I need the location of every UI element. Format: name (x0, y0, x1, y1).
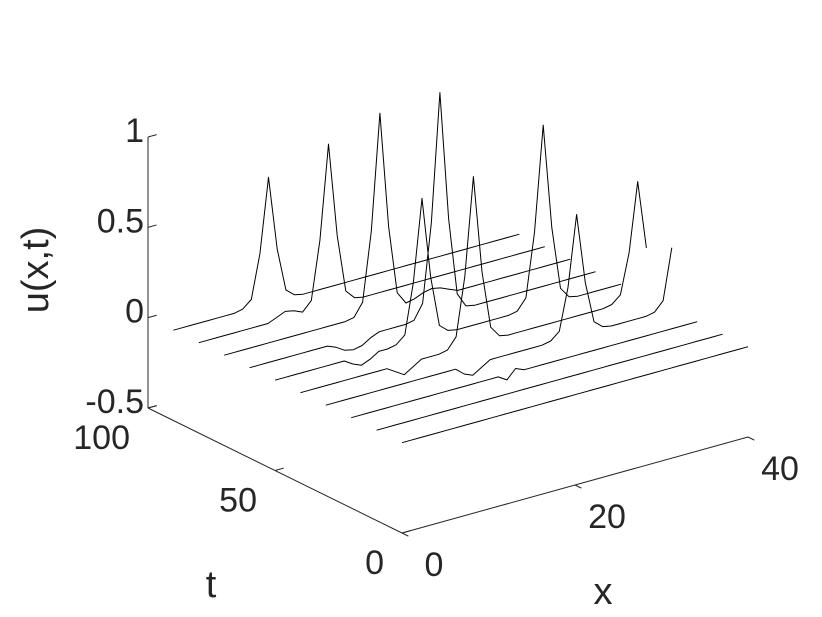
curve (224, 112, 571, 356)
z-tick (147, 134, 157, 138)
z-tick-label: 1 (125, 112, 144, 150)
z-tick-label: 0.5 (97, 202, 144, 240)
z-tick (147, 405, 157, 409)
t-axis-label: t (206, 564, 217, 606)
t-tick (401, 530, 411, 534)
curve (249, 92, 596, 369)
t-tick (274, 467, 284, 471)
t-tick-label: 50 (219, 481, 257, 519)
curve (376, 333, 723, 431)
curve (300, 176, 647, 394)
curve (198, 143, 545, 344)
z-tick-label: -0.5 (85, 383, 144, 421)
z-tick (147, 314, 157, 319)
x-tick (401, 532, 409, 537)
curve (274, 124, 622, 381)
z-tick-label: 0 (125, 293, 144, 331)
x-tick (574, 484, 582, 489)
curve (351, 321, 698, 419)
x-axis-label: x (594, 571, 613, 613)
z-axis-label: u(x,t) (15, 227, 57, 314)
x-tick-label: 40 (761, 450, 799, 488)
curve (173, 176, 520, 331)
x-tick-label: 0 (425, 546, 444, 584)
curve (325, 214, 673, 406)
curve (401, 346, 749, 444)
t-tick-label: 0 (365, 544, 384, 582)
x-tick-label: 20 (588, 498, 626, 536)
t-tick-label: 100 (73, 419, 130, 457)
z-tick (147, 224, 157, 228)
x-tick (747, 436, 755, 441)
